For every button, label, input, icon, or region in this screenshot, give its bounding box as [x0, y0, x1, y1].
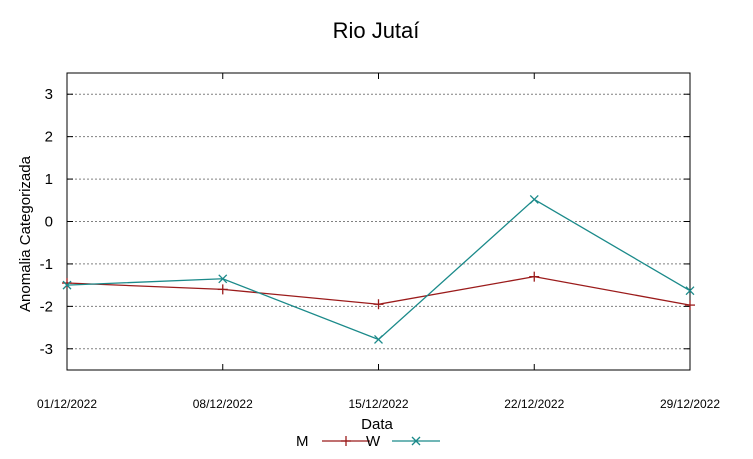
y-axis: -3 -2 -1 0 1 2 3: [40, 86, 690, 358]
xtick-label: 15/12/2022: [348, 397, 408, 411]
ytick-label: 2: [45, 129, 53, 146]
ytick-label: 3: [45, 86, 53, 103]
x-axis-label: Data: [361, 416, 393, 433]
legend-label-M: M: [296, 433, 309, 450]
legend-marker-W: [411, 436, 421, 446]
data-point-M: [217, 284, 228, 295]
data-point-W: [62, 280, 72, 290]
grid-layer: [67, 93, 690, 350]
xtick-label: 01/12/2022: [37, 397, 97, 411]
data-point-M: [685, 300, 695, 311]
data-point-M: [62, 278, 72, 289]
ytick-label: -3: [40, 341, 53, 358]
series-layer: [62, 194, 695, 344]
data-point-M: [529, 271, 540, 282]
data-point-W: [685, 286, 695, 296]
legend-marker-M: [341, 436, 351, 446]
xtick-label: 29/12/2022: [660, 397, 720, 411]
data-point-W: [218, 274, 228, 284]
y-axis-label: Anomalia Categorizada: [17, 155, 34, 312]
data-point-M: [373, 299, 384, 310]
series-line-W: [66, 198, 691, 341]
legend-label-W: W: [366, 433, 381, 450]
data-point-W: [374, 334, 383, 344]
xtick-label: 22/12/2022: [504, 397, 564, 411]
chart-title: Rio Jutaí: [333, 18, 420, 43]
ytick-label: -1: [40, 256, 53, 273]
ytick-label: 1: [45, 171, 53, 188]
data-point-W: [529, 194, 539, 204]
x-axis: 01/12/2022 08/12/2022 15/12/2022 22/12/2022…: [37, 73, 720, 411]
ytick-label: -2: [40, 298, 53, 315]
xtick-label: 08/12/2022: [193, 397, 253, 411]
ytick-label: 0: [45, 214, 53, 231]
